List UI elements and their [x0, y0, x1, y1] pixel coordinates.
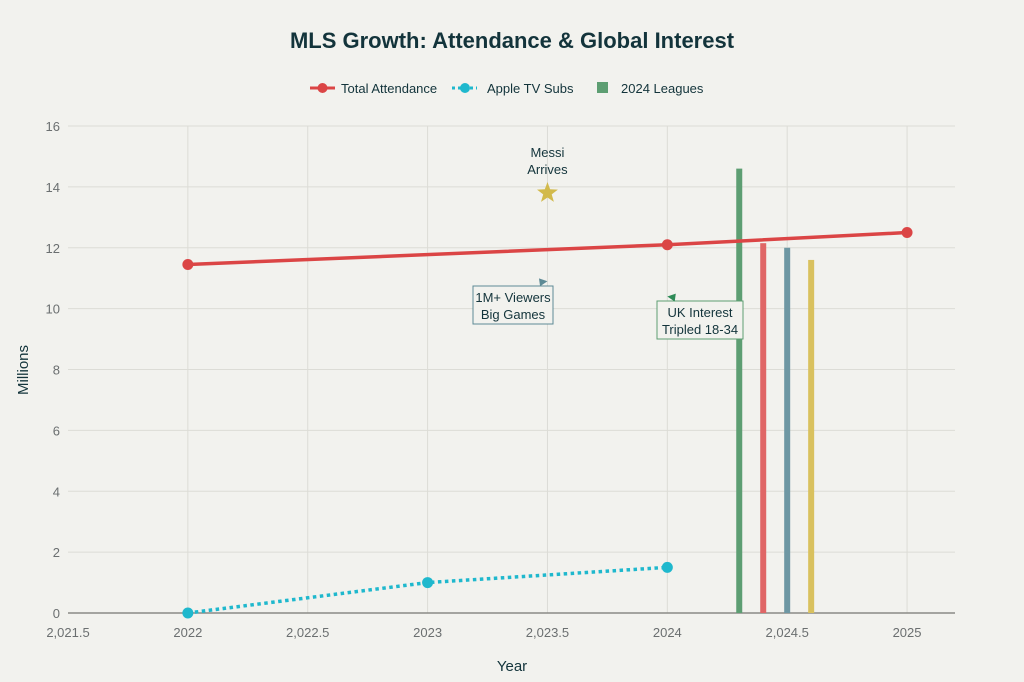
legend-label-2024-leagues: 2024 Leagues: [621, 81, 704, 96]
legend-leagues-square-icon: [597, 82, 608, 93]
bar-2024-league: [760, 243, 767, 613]
y-tick-label: 10: [46, 302, 60, 317]
total-attendance-point: [182, 258, 194, 270]
annotations: Messi Arrives 1M+ Viewers Big Games UK Inter…: [472, 145, 744, 340]
total-attendance-point: [661, 239, 673, 251]
y-tick-label: 4: [53, 484, 60, 499]
y-tick-label: 8: [53, 363, 60, 378]
x-tick-label: 2,024.5: [766, 625, 809, 640]
total-attendance-point: [901, 227, 913, 239]
x-tick-label: 2022: [173, 625, 202, 640]
annotation-uk-interest-line2: Tripled 18-34: [662, 322, 738, 337]
apple-tv-subs-point: [182, 607, 194, 619]
y-axis-title: Millions: [15, 345, 32, 395]
annotation-uk-interest-box: [656, 300, 744, 340]
x-tick-label: 2,023.5: [526, 625, 569, 640]
y-tick-label: 2: [53, 545, 60, 560]
y-tick-label: 6: [53, 423, 60, 438]
annotation-viewers-line2: Big Games: [481, 307, 546, 322]
x-tick-label: 2,022.5: [286, 625, 329, 640]
legend-label-total-attendance: Total Attendance: [341, 81, 437, 96]
axes: 2,021.5 2022 2,022.5 2023 2,023.5 2024 2,024.5…: [46, 119, 955, 640]
bar-2024-league: [808, 259, 815, 613]
annotation-messi-line1: Messi: [530, 145, 564, 160]
legend-apple-tv-marker-icon: [460, 83, 470, 93]
y-tick-label: 14: [46, 180, 60, 195]
y-tick-label: 16: [46, 119, 60, 134]
x-tick-label: 2025: [893, 625, 922, 640]
bar-2024-league: [784, 247, 791, 613]
annotation-viewers-line1: 1M+ Viewers: [475, 290, 551, 305]
x-tick-label: 2,021.5: [46, 625, 89, 640]
gridlines: [68, 125, 955, 613]
legend-attendance-marker-icon: [317, 83, 328, 93]
y-tick-label: 0: [53, 606, 60, 621]
arrow-icon: [538, 278, 548, 287]
apple-tv-subs-line: [187, 565, 668, 615]
annotation-uk-interest-line1: UK Interest: [667, 305, 732, 320]
legend: Total Attendance Apple TV Subs 2024 League…: [310, 81, 704, 96]
x-axis-title: Year: [497, 658, 527, 675]
annotation-viewers-box: [472, 285, 554, 325]
apple-tv-subs-point: [661, 561, 673, 573]
annotation-messi-line2: Arrives: [527, 162, 568, 177]
star-icon: [537, 182, 558, 202]
arrow-icon: [667, 293, 676, 302]
lines: [182, 227, 913, 619]
apple-tv-subs-point: [422, 577, 434, 589]
bar-2024-league: [736, 168, 743, 614]
bars-2024-leagues: [736, 168, 815, 614]
legend-label-apple-tv-subs: Apple TV Subs: [487, 81, 574, 96]
y-tick-label: 12: [46, 241, 60, 256]
x-tick-label: 2024: [653, 625, 682, 640]
chart-title: MLS Growth: Attendance & Global Interest: [289, 28, 735, 53]
x-tick-label: 2023: [413, 625, 442, 640]
